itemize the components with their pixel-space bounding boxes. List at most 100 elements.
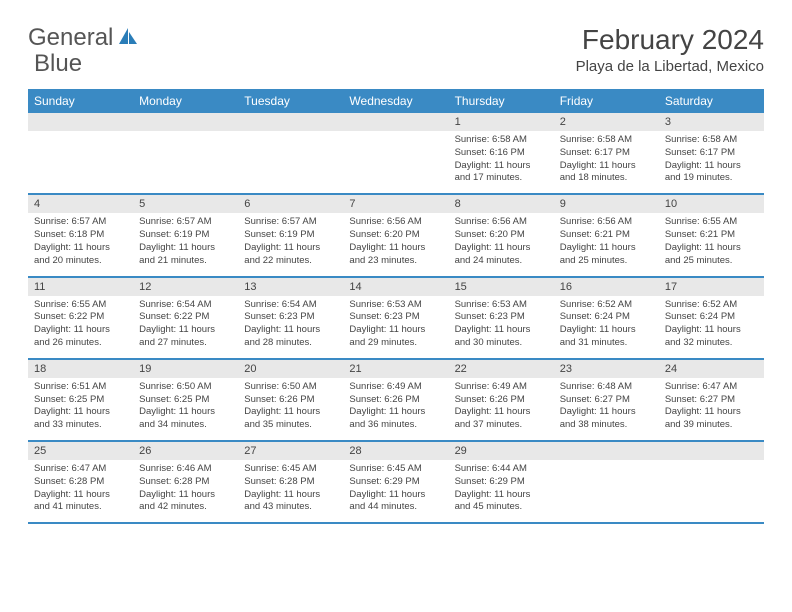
sunrise-text: Sunrise: 6:57 AM — [244, 216, 337, 229]
date-cell — [28, 113, 133, 131]
info-cell: Sunrise: 6:56 AMSunset: 6:20 PMDaylight:… — [449, 213, 554, 275]
sunset-text: Sunset: 6:23 PM — [349, 311, 442, 324]
logo: General — [28, 24, 141, 52]
sunset-text: Sunset: 6:22 PM — [34, 311, 127, 324]
info-cell: Sunrise: 6:55 AMSunset: 6:21 PMDaylight:… — [659, 213, 764, 275]
date-cell — [554, 442, 659, 460]
page: General February 2024 Playa de la Libert… — [0, 0, 792, 548]
info-cell: Sunrise: 6:56 AMSunset: 6:21 PMDaylight:… — [554, 213, 659, 275]
date-cell: 18 — [28, 360, 133, 378]
sunrise-text: Sunrise: 6:55 AM — [34, 299, 127, 312]
info-cell — [343, 131, 448, 193]
day-header-sat: Saturday — [659, 89, 764, 113]
info-row: Sunrise: 6:57 AMSunset: 6:18 PMDaylight:… — [28, 213, 764, 277]
sunrise-text: Sunrise: 6:51 AM — [34, 381, 127, 394]
sunrise-text: Sunrise: 6:48 AM — [560, 381, 653, 394]
date-cell: 26 — [133, 442, 238, 460]
daylight-text-2: and 42 minutes. — [139, 501, 232, 514]
sunset-text: Sunset: 6:27 PM — [665, 394, 758, 407]
sunrise-text: Sunrise: 6:49 AM — [455, 381, 548, 394]
day-header-row: Sunday Monday Tuesday Wednesday Thursday… — [28, 89, 764, 113]
date-cell: 2 — [554, 113, 659, 131]
info-cell — [238, 131, 343, 193]
sunset-text: Sunset: 6:24 PM — [560, 311, 653, 324]
daylight-text-1: Daylight: 11 hours — [455, 160, 548, 173]
sunset-text: Sunset: 6:29 PM — [455, 476, 548, 489]
sunset-text: Sunset: 6:26 PM — [244, 394, 337, 407]
sunset-text: Sunset: 6:25 PM — [34, 394, 127, 407]
daylight-text-2: and 39 minutes. — [665, 419, 758, 432]
daylight-text-1: Daylight: 11 hours — [244, 406, 337, 419]
daylight-text-2: and 28 minutes. — [244, 337, 337, 350]
daylight-text-2: and 23 minutes. — [349, 255, 442, 268]
daylight-text-2: and 22 minutes. — [244, 255, 337, 268]
sunset-text: Sunset: 6:23 PM — [244, 311, 337, 324]
date-cell: 3 — [659, 113, 764, 131]
sunset-text: Sunset: 6:28 PM — [244, 476, 337, 489]
daylight-text-2: and 25 minutes. — [665, 255, 758, 268]
info-cell: Sunrise: 6:57 AMSunset: 6:19 PMDaylight:… — [133, 213, 238, 275]
daylight-text-2: and 38 minutes. — [560, 419, 653, 432]
daylight-text-1: Daylight: 11 hours — [34, 489, 127, 502]
daylight-text-2: and 17 minutes. — [455, 172, 548, 185]
date-cell: 11 — [28, 278, 133, 296]
sunset-text: Sunset: 6:19 PM — [139, 229, 232, 242]
info-cell: Sunrise: 6:44 AMSunset: 6:29 PMDaylight:… — [449, 460, 554, 522]
sunrise-text: Sunrise: 6:50 AM — [139, 381, 232, 394]
info-cell: Sunrise: 6:48 AMSunset: 6:27 PMDaylight:… — [554, 378, 659, 440]
sunrise-text: Sunrise: 6:54 AM — [244, 299, 337, 312]
weeks-container: 123Sunrise: 6:58 AMSunset: 6:16 PMDaylig… — [28, 113, 764, 524]
date-cell: 22 — [449, 360, 554, 378]
title-block: February 2024 Playa de la Libertad, Mexi… — [576, 24, 764, 75]
sunrise-text: Sunrise: 6:44 AM — [455, 463, 548, 476]
sunset-text: Sunset: 6:22 PM — [139, 311, 232, 324]
logo-text-blue-wrap: Blue — [34, 50, 82, 78]
sunset-text: Sunset: 6:17 PM — [665, 147, 758, 160]
date-cell: 27 — [238, 442, 343, 460]
info-cell: Sunrise: 6:58 AMSunset: 6:16 PMDaylight:… — [449, 131, 554, 193]
daylight-text-2: and 19 minutes. — [665, 172, 758, 185]
sunrise-text: Sunrise: 6:58 AM — [560, 134, 653, 147]
date-row: 123 — [28, 113, 764, 131]
daylight-text-1: Daylight: 11 hours — [244, 489, 337, 502]
logo-text-general: General — [28, 24, 113, 52]
sunset-text: Sunset: 6:29 PM — [349, 476, 442, 489]
date-cell: 24 — [659, 360, 764, 378]
info-cell: Sunrise: 6:50 AMSunset: 6:26 PMDaylight:… — [238, 378, 343, 440]
daylight-text-2: and 29 minutes. — [349, 337, 442, 350]
sunrise-text: Sunrise: 6:50 AM — [244, 381, 337, 394]
sunrise-text: Sunrise: 6:52 AM — [665, 299, 758, 312]
info-cell: Sunrise: 6:52 AMSunset: 6:24 PMDaylight:… — [659, 296, 764, 358]
daylight-text-1: Daylight: 11 hours — [139, 324, 232, 337]
info-cell: Sunrise: 6:45 AMSunset: 6:29 PMDaylight:… — [343, 460, 448, 522]
sunrise-text: Sunrise: 6:58 AM — [455, 134, 548, 147]
info-cell: Sunrise: 6:50 AMSunset: 6:25 PMDaylight:… — [133, 378, 238, 440]
sunset-text: Sunset: 6:21 PM — [665, 229, 758, 242]
date-cell: 17 — [659, 278, 764, 296]
daylight-text-1: Daylight: 11 hours — [665, 160, 758, 173]
sunset-text: Sunset: 6:20 PM — [455, 229, 548, 242]
info-cell: Sunrise: 6:51 AMSunset: 6:25 PMDaylight:… — [28, 378, 133, 440]
daylight-text-2: and 37 minutes. — [455, 419, 548, 432]
date-cell: 7 — [343, 195, 448, 213]
info-cell: Sunrise: 6:45 AMSunset: 6:28 PMDaylight:… — [238, 460, 343, 522]
date-cell: 6 — [238, 195, 343, 213]
info-cell: Sunrise: 6:58 AMSunset: 6:17 PMDaylight:… — [659, 131, 764, 193]
info-cell: Sunrise: 6:53 AMSunset: 6:23 PMDaylight:… — [449, 296, 554, 358]
date-cell: 28 — [343, 442, 448, 460]
logo-sail-icon — [117, 26, 139, 51]
day-header-mon: Monday — [133, 89, 238, 113]
daylight-text-2: and 44 minutes. — [349, 501, 442, 514]
day-header-wed: Wednesday — [343, 89, 448, 113]
daylight-text-2: and 24 minutes. — [455, 255, 548, 268]
daylight-text-2: and 27 minutes. — [139, 337, 232, 350]
daylight-text-2: and 20 minutes. — [34, 255, 127, 268]
date-cell: 29 — [449, 442, 554, 460]
daylight-text-2: and 25 minutes. — [560, 255, 653, 268]
info-cell — [554, 460, 659, 522]
sunrise-text: Sunrise: 6:53 AM — [349, 299, 442, 312]
info-cell: Sunrise: 6:47 AMSunset: 6:28 PMDaylight:… — [28, 460, 133, 522]
daylight-text-1: Daylight: 11 hours — [455, 406, 548, 419]
date-cell: 9 — [554, 195, 659, 213]
sunrise-text: Sunrise: 6:45 AM — [349, 463, 442, 476]
